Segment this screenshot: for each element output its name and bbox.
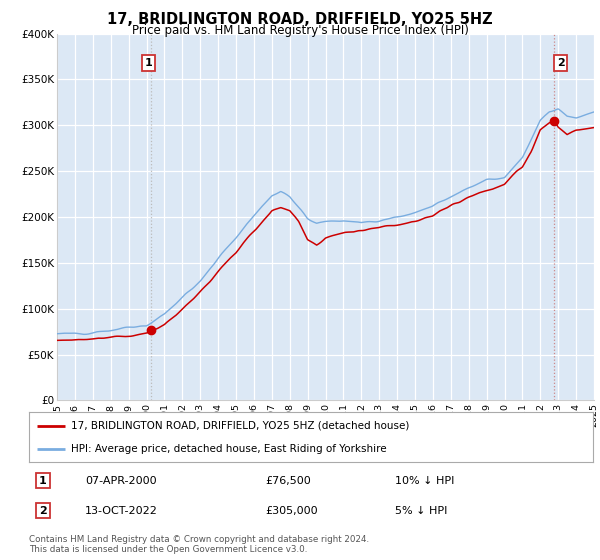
Text: Price paid vs. HM Land Registry's House Price Index (HPI): Price paid vs. HM Land Registry's House … (131, 24, 469, 36)
Text: HPI: Average price, detached house, East Riding of Yorkshire: HPI: Average price, detached house, East… (71, 445, 387, 454)
Text: 2: 2 (39, 506, 47, 516)
Text: Contains HM Land Registry data © Crown copyright and database right 2024.
This d: Contains HM Land Registry data © Crown c… (29, 535, 369, 554)
Text: 10% ↓ HPI: 10% ↓ HPI (395, 475, 455, 486)
Text: 17, BRIDLINGTON ROAD, DRIFFIELD, YO25 5HZ (detached house): 17, BRIDLINGTON ROAD, DRIFFIELD, YO25 5H… (71, 421, 409, 431)
Text: 1: 1 (145, 58, 152, 68)
Text: 5% ↓ HPI: 5% ↓ HPI (395, 506, 448, 516)
Text: 2: 2 (557, 58, 565, 68)
Text: 13-OCT-2022: 13-OCT-2022 (85, 506, 158, 516)
Text: 1: 1 (39, 475, 47, 486)
Text: £76,500: £76,500 (266, 475, 311, 486)
Text: 07-APR-2000: 07-APR-2000 (85, 475, 157, 486)
Text: 17, BRIDLINGTON ROAD, DRIFFIELD, YO25 5HZ: 17, BRIDLINGTON ROAD, DRIFFIELD, YO25 5H… (107, 12, 493, 27)
Text: £305,000: £305,000 (266, 506, 319, 516)
